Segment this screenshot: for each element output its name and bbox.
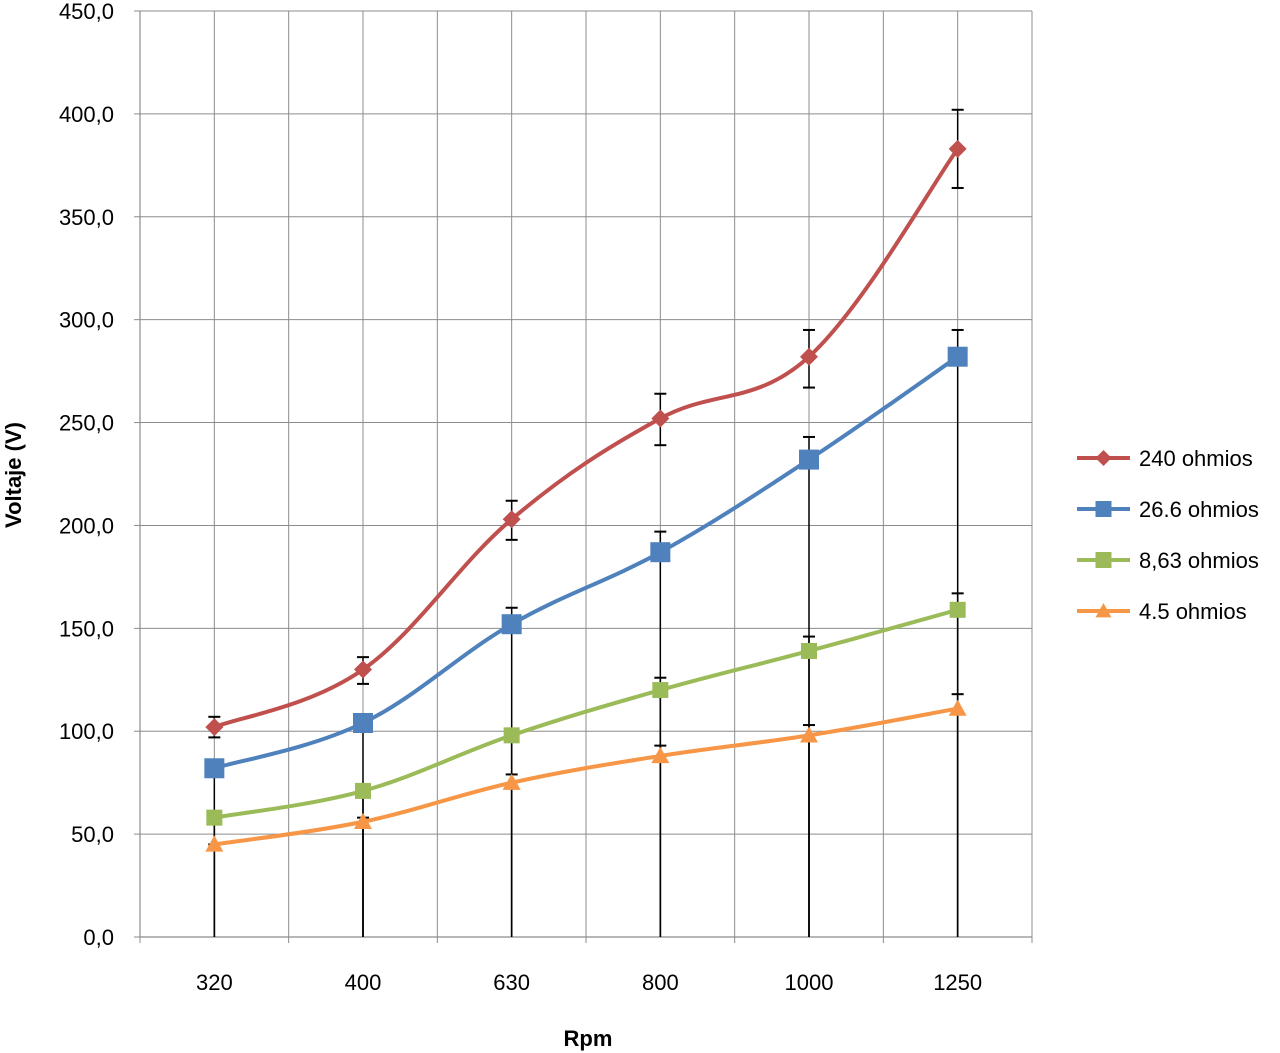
x-tick-label: 630 <box>493 970 530 995</box>
series-line <box>212 354 960 771</box>
data-point <box>948 139 967 158</box>
data-point <box>799 449 819 470</box>
data-point <box>800 347 818 366</box>
x-axis-tick-labels: 320 400 630 800 1000 1250 <box>196 970 982 995</box>
x-tick-label: 320 <box>196 970 233 995</box>
data-point <box>651 409 670 428</box>
data-point <box>800 726 818 743</box>
y-tick-label: 200,0 <box>59 513 114 538</box>
legend-item: 26.6 ohmios <box>1077 497 1259 522</box>
data-point <box>503 727 520 744</box>
data-point <box>354 660 372 679</box>
legend-item: 4.5 ohmios <box>1077 599 1247 624</box>
data-point <box>502 773 521 790</box>
x-tick-label: 1000 <box>785 970 834 995</box>
legend-swatch-marker <box>1095 501 1112 517</box>
y-axis-tick-labels: 0,0 50,0 100,0 150,0 200,0 250,0 300,0 350,0 400… <box>59 0 114 950</box>
error-bars <box>208 108 964 937</box>
y-tick-label: 50,0 <box>71 822 114 847</box>
data-point <box>355 782 371 799</box>
y-tick-label: 100,0 <box>59 719 114 744</box>
legend-swatch-marker <box>1095 603 1112 618</box>
series-line <box>212 607 960 820</box>
legend-label: 240 ohmios <box>1139 446 1253 471</box>
data-point <box>948 699 967 716</box>
legend-label: 26.6 ohmios <box>1139 497 1259 522</box>
data-point <box>947 346 968 367</box>
x-tick-label: 800 <box>642 970 679 995</box>
legend-swatch-marker <box>1095 552 1112 568</box>
legend-label: 8,63 ohmios <box>1139 548 1259 573</box>
legend: 240 ohmios 26.6 ohmios 8,63 ohmios 4.5 ohmi… <box>1077 446 1259 624</box>
data-point <box>354 812 372 829</box>
data-point <box>801 642 817 659</box>
data-point <box>652 682 669 699</box>
y-tick-label: 400,0 <box>59 102 114 127</box>
data-point <box>205 718 224 737</box>
data-point <box>353 712 373 733</box>
legend-item: 8,63 ohmios <box>1077 548 1259 573</box>
x-axis-title: Rpm <box>564 1026 613 1051</box>
data-point <box>205 835 224 852</box>
data-point <box>204 758 225 779</box>
y-tick-label: 250,0 <box>59 411 114 436</box>
y-tick-label: 0,0 <box>83 925 114 950</box>
data-point <box>650 542 671 563</box>
y-tick-label: 350,0 <box>59 205 114 230</box>
x-tick-label: 1250 <box>933 970 982 995</box>
y-tick-label: 150,0 <box>59 616 114 641</box>
legend-item: 240 ohmios <box>1077 446 1253 471</box>
legend-label: 4.5 ohmios <box>1139 599 1247 624</box>
series-markers <box>204 139 968 852</box>
data-point <box>502 510 521 529</box>
data-point <box>501 614 522 635</box>
x-tick-label: 400 <box>345 970 382 995</box>
data-point <box>651 746 670 764</box>
y-tick-label: 450,0 <box>59 0 114 24</box>
y-axis-title: Voltaje (V) <box>1 422 26 528</box>
data-point <box>206 809 223 826</box>
series-line <box>212 706 960 847</box>
legend-swatch-marker <box>1095 450 1112 466</box>
data-point <box>949 601 966 618</box>
y-tick-label: 300,0 <box>59 308 114 333</box>
